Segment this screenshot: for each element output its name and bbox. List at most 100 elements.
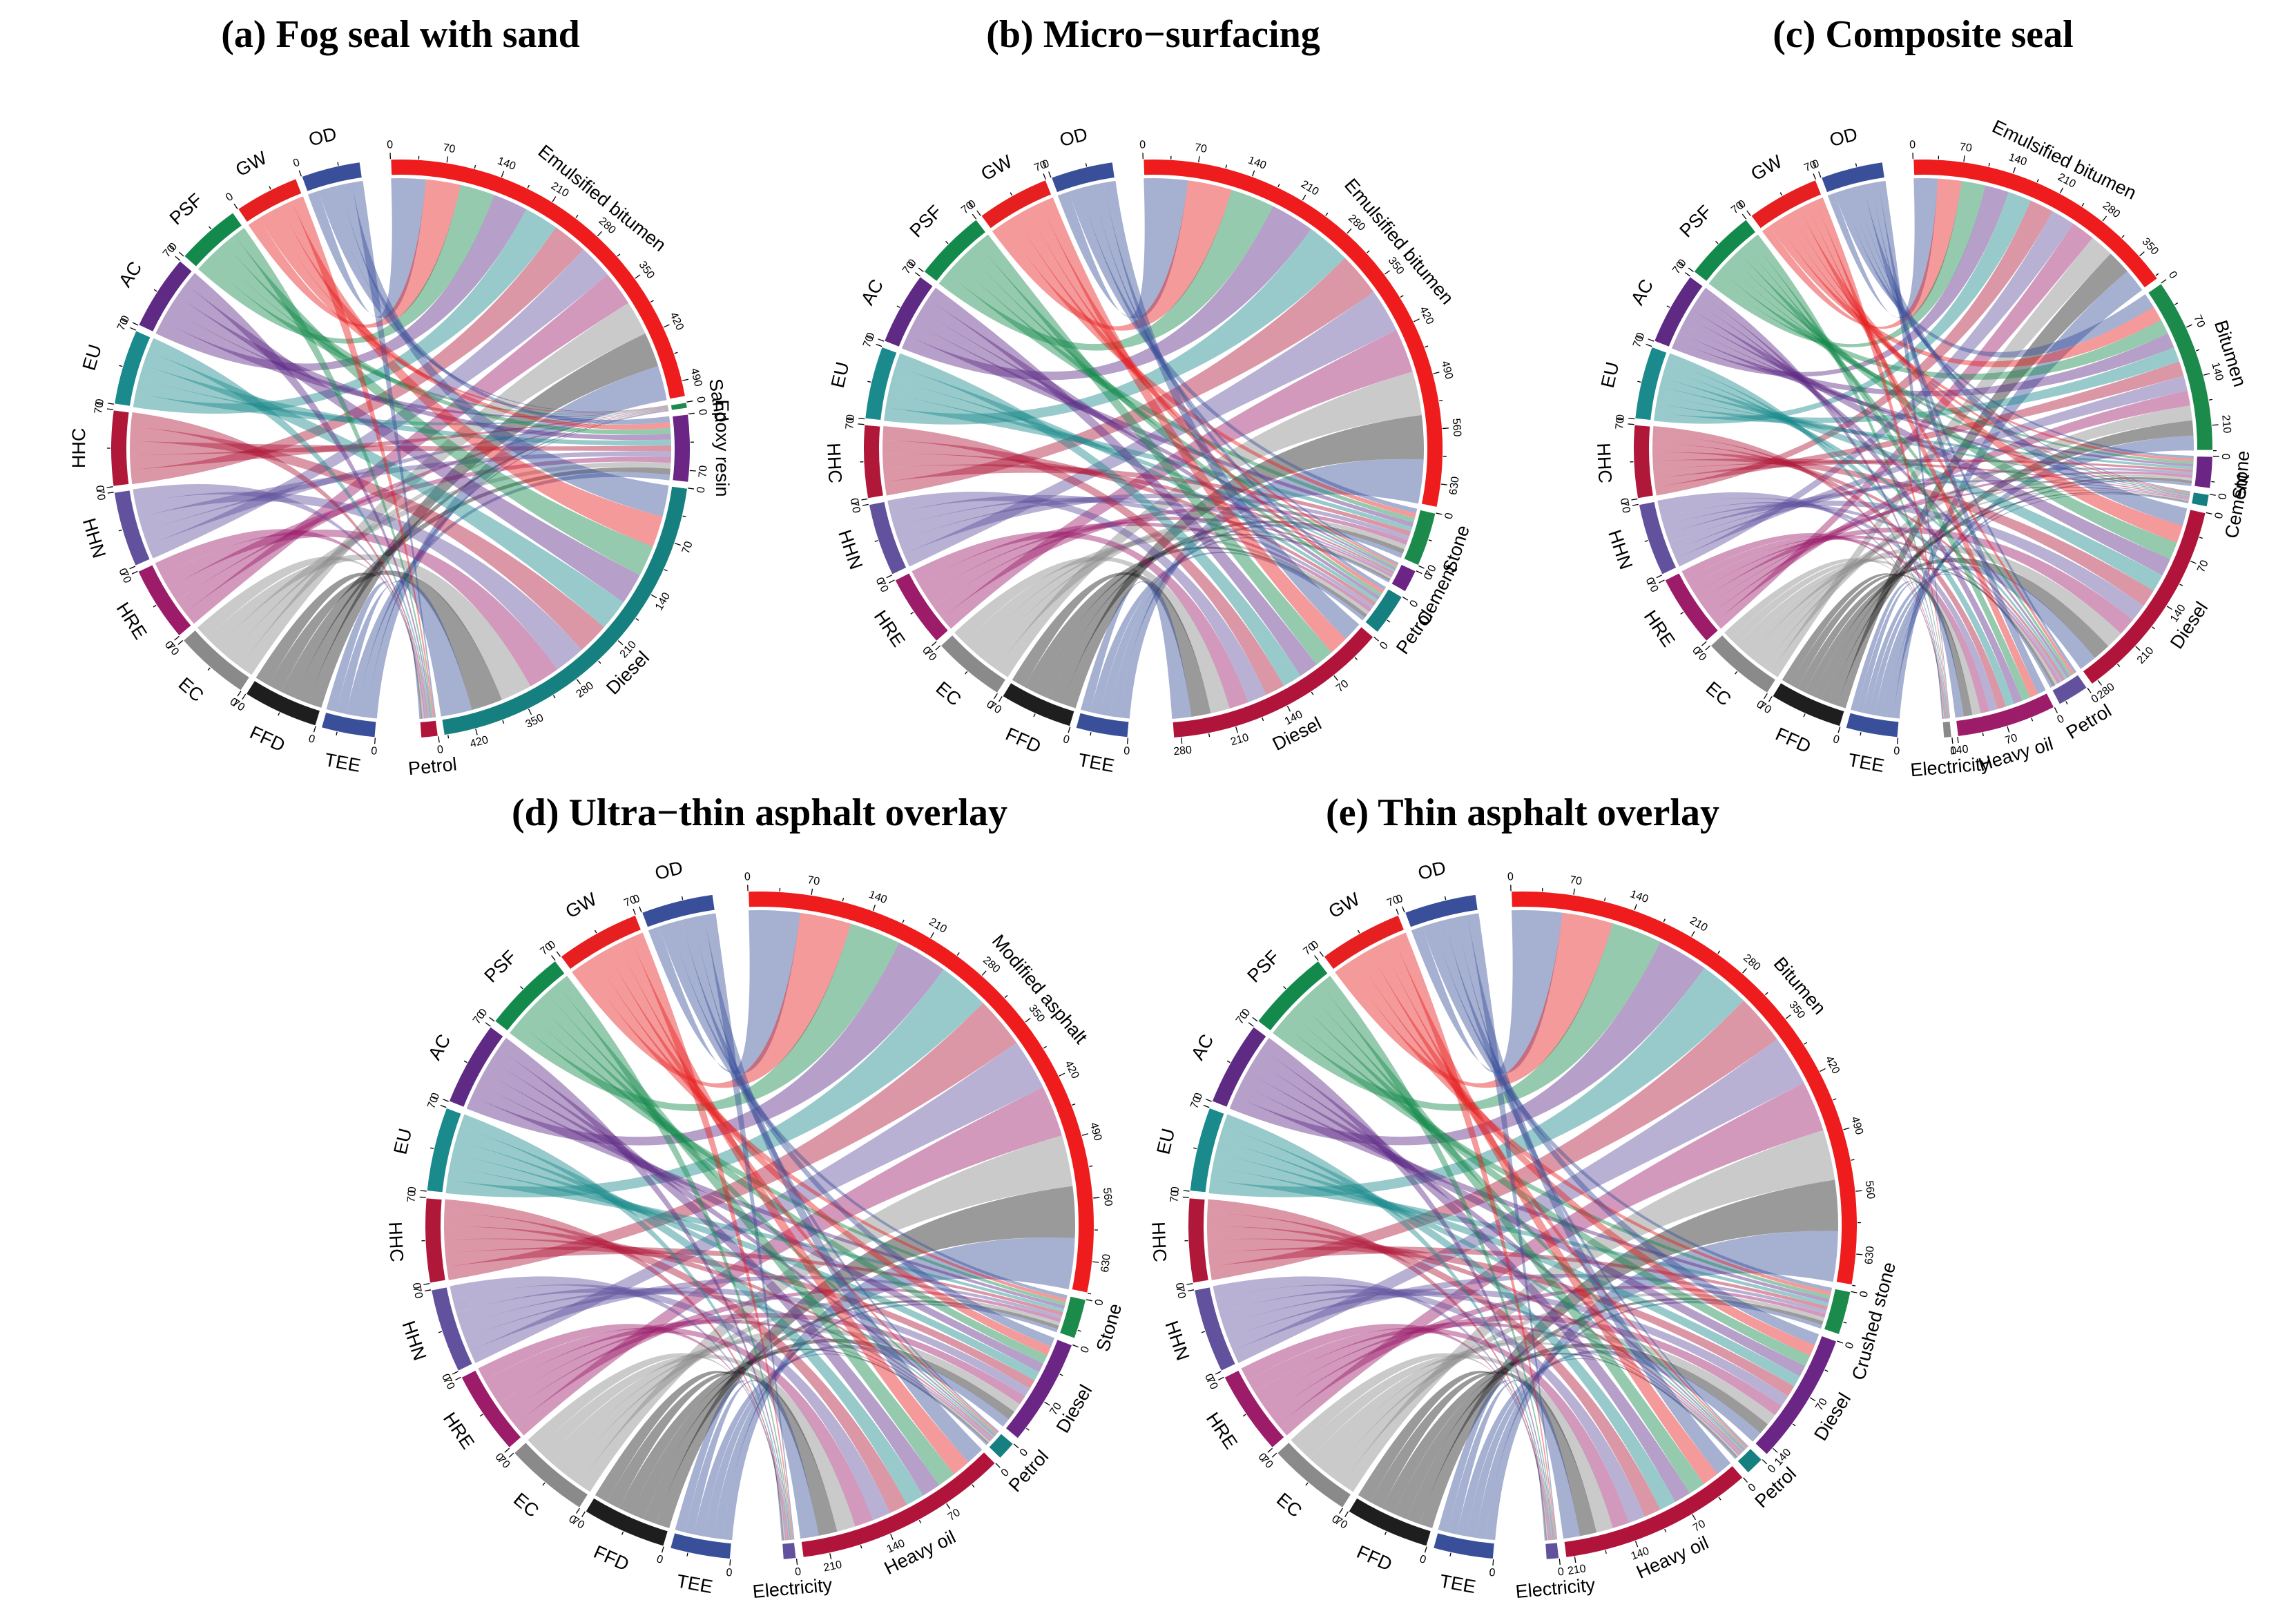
tick-label: 140 xyxy=(1628,888,1650,905)
tick-mark xyxy=(2081,203,2085,206)
tick-label: 420 xyxy=(1823,1054,1842,1076)
target-label-ec: EC xyxy=(175,673,208,706)
ribbon-diesel-to-gw xyxy=(280,201,663,547)
tick-mark xyxy=(1344,1511,1349,1518)
ribbon-emulsified-bitumen-to-eu xyxy=(884,229,1345,425)
ribbon-stone-to-hhc xyxy=(1653,459,2193,479)
ribbon-modified-asphalt-to-ec xyxy=(579,1135,1073,1492)
ribbon-diesel-to-hre xyxy=(1262,1315,1782,1416)
tick-mark xyxy=(2190,560,2197,564)
tick-label: 70 xyxy=(230,697,247,714)
tick-mark xyxy=(1004,994,1008,999)
tick-mark xyxy=(1093,1197,1100,1199)
tick-mark xyxy=(1856,1253,1863,1255)
ribbon-diesel-to-ffd xyxy=(1393,1343,1768,1520)
tick-label: 140 xyxy=(1246,155,1268,172)
tick-mark xyxy=(914,272,920,277)
ribbon-epoxy-resin-to-ac xyxy=(169,296,671,441)
tick-mark xyxy=(1701,641,1707,646)
ribbon-modified-asphalt-to-gw xyxy=(572,912,851,1088)
ribbon-cement-to-ffd xyxy=(1036,533,1391,700)
tick-mark xyxy=(485,1022,491,1027)
ribbon-stone-to-hhn xyxy=(464,1275,1063,1351)
tick-label: 210 xyxy=(2135,645,2157,666)
tick-mark xyxy=(935,645,941,651)
tick-label: 70 xyxy=(1618,500,1632,514)
tick-label: 0 xyxy=(94,398,106,406)
ribbon-cement-to-hre xyxy=(925,517,1393,607)
ribbon-heavy-oil-to-gw xyxy=(617,938,969,1474)
tick-mark xyxy=(1735,671,1738,675)
target-arc-gw xyxy=(236,177,303,224)
target-arc-ec xyxy=(1275,1441,1353,1510)
tick-label: 0 xyxy=(1950,745,1958,758)
panel-composite-seal: (c) Composite seal 0 70140210280350Emulsi… xyxy=(1593,13,2253,780)
tick-mark xyxy=(1347,228,1352,234)
tick-mark xyxy=(178,251,184,257)
tick-label: 70 xyxy=(570,1515,586,1532)
tick-mark xyxy=(876,343,882,347)
tick-mark xyxy=(930,932,934,938)
ribbon-heavy-oil-to-tee xyxy=(1856,581,1964,718)
target-label-hhc: HHC xyxy=(823,443,846,484)
tick-mark xyxy=(976,210,981,216)
ribbon-emulsified-bitumen-to-psf xyxy=(938,189,1273,351)
tick-mark xyxy=(475,729,478,735)
ribbon-petrol-to-hhn xyxy=(890,494,1374,609)
ribbon-modified-asphalt-to-ffd xyxy=(656,1186,1076,1528)
tick-mark xyxy=(1852,1284,1856,1287)
tick-mark xyxy=(447,735,450,739)
tick-mark xyxy=(878,338,885,342)
ribbon-diesel-to-hhn xyxy=(1663,500,2144,620)
ribbon-emulsified-bitumen-to-ac xyxy=(901,206,1311,380)
ribbon-modified-asphalt-to-hre xyxy=(514,1087,1062,1436)
tick-mark xyxy=(2135,646,2141,651)
tick-mark xyxy=(502,720,505,724)
tick-mark xyxy=(2116,664,2121,667)
target-label-tee: TEE xyxy=(323,749,363,776)
ribbon-emulsified-bitumen-to-hhc xyxy=(131,227,583,485)
ribbon-stone-to-tee xyxy=(1110,524,1403,717)
ribbon-petrol-to-ac xyxy=(920,299,1380,600)
tick-mark xyxy=(1664,1528,1667,1533)
ribbon-emulsified-bitumen-to-ac xyxy=(1671,185,2009,377)
source-label-petrol: Petrol xyxy=(407,753,458,779)
tick-mark xyxy=(1634,904,1637,911)
tick-mark xyxy=(688,412,695,415)
tick-mark xyxy=(1688,267,1694,273)
tick-mark xyxy=(1218,1376,1224,1380)
tick-mark xyxy=(1010,192,1013,196)
tick-mark xyxy=(207,667,211,671)
tick-mark xyxy=(1025,1018,1031,1023)
target-arc-hhc xyxy=(862,423,885,500)
tick-mark xyxy=(1743,1477,1748,1483)
ribbon-diesel-to-ac xyxy=(927,287,1317,676)
tick-label: 70 xyxy=(115,316,131,332)
tick-label: 0 xyxy=(696,409,708,416)
tick-mark xyxy=(1425,345,1429,348)
panel-title: (e) Thin asphalt overlay xyxy=(1326,791,1719,834)
tick-mark xyxy=(1418,565,1425,569)
panel-title: (c) Composite seal xyxy=(1773,13,2073,56)
ribbon-emulsified-bitumen-to-ec xyxy=(996,372,1422,677)
tick-mark xyxy=(2059,187,2064,194)
tick-label: 350 xyxy=(636,259,657,281)
tick-mark xyxy=(1043,1046,1047,1049)
tick-label: 70 xyxy=(946,1507,963,1523)
ribbon-petrol-to-psf xyxy=(1299,993,1746,1450)
target-label-ac: AC xyxy=(424,1031,454,1063)
tick-mark xyxy=(2139,251,2145,257)
tick-label: 70 xyxy=(1423,563,1439,579)
tick-mark xyxy=(520,985,523,990)
tick-mark xyxy=(1837,1340,1844,1344)
tick-label: 280 xyxy=(1741,952,1762,973)
tick-mark xyxy=(1772,1447,1778,1453)
tick-mark xyxy=(313,726,316,733)
tick-label: 350 xyxy=(524,712,546,731)
tick-mark xyxy=(1843,1127,1850,1130)
ribbon-bitumen-to-gw xyxy=(1335,912,1613,1088)
tick-mark xyxy=(1286,706,1291,712)
ribbon-petrol-to-ffd xyxy=(1382,1353,1738,1514)
tick-label: 210 xyxy=(822,1559,843,1574)
ribbon-electricity-to-ec xyxy=(1291,1353,1548,1541)
